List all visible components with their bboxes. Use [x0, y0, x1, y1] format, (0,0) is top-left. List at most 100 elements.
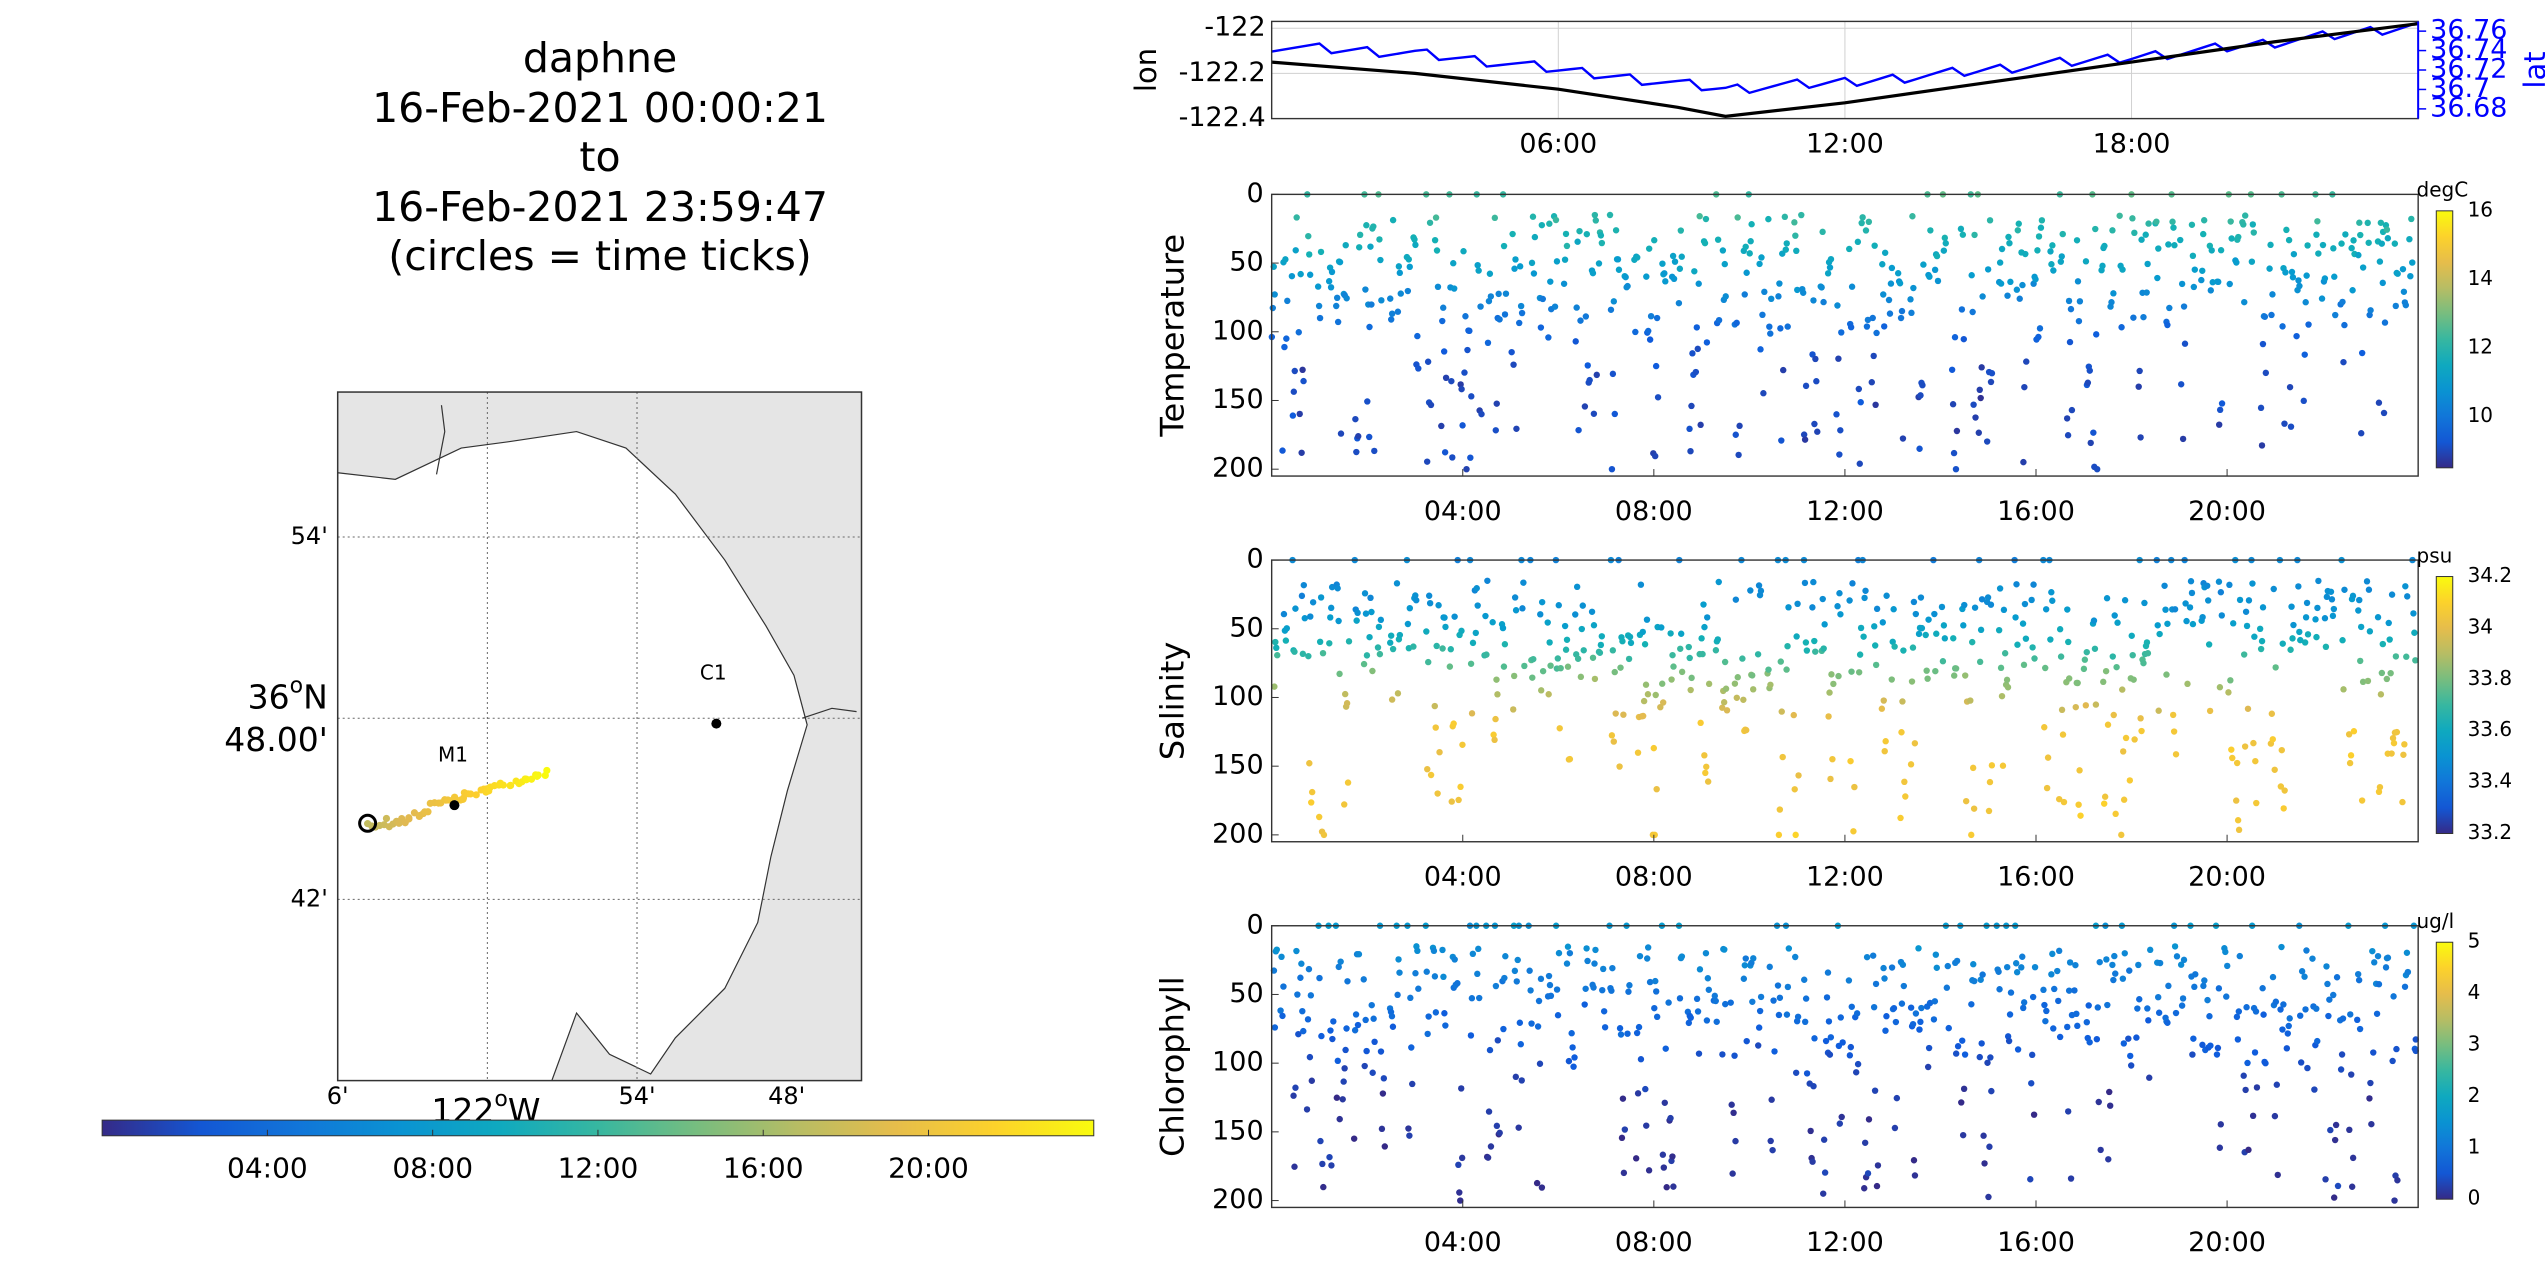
data-point [1362, 286, 1369, 293]
data-point [1476, 994, 1483, 1002]
data-point [1423, 628, 1430, 635]
data-point [2110, 290, 2117, 297]
data-point [2093, 465, 2101, 473]
data-point [1997, 664, 2005, 672]
data-point [2304, 1064, 2311, 1072]
title-connector: to [579, 133, 621, 181]
data-point [1912, 610, 1920, 618]
data-point [2199, 613, 2206, 621]
data-point [1793, 633, 1800, 640]
data-point [1427, 771, 1435, 779]
data-point [1545, 972, 1553, 980]
y-tick-label: 150 [1212, 384, 1264, 415]
data-point [1742, 955, 1749, 962]
data-point [2019, 953, 2026, 960]
data-point [2340, 358, 2347, 366]
data-point [1439, 317, 1446, 325]
data-point [1284, 297, 1291, 305]
data-point [2250, 739, 2257, 747]
data-point [2074, 278, 2082, 285]
data-point [2043, 784, 2051, 792]
data-point [1941, 234, 1949, 242]
data-point [1857, 624, 1865, 632]
data-point [1792, 232, 1799, 239]
data-point [1968, 831, 1975, 839]
data-point [2169, 218, 2176, 225]
data-point [1560, 280, 1568, 287]
data-point [1712, 997, 1719, 1005]
data-point [1868, 379, 1875, 386]
data-point [2041, 1001, 2048, 1009]
data-point [2253, 1084, 2261, 1091]
data-point [1388, 1013, 1396, 1020]
data-point [1834, 302, 1841, 309]
data-point [1527, 987, 1534, 994]
data-point [2356, 219, 2363, 226]
data-point [1677, 630, 1685, 637]
data-point [2144, 260, 2151, 268]
data-point [2314, 604, 2321, 612]
data-point [1644, 691, 1652, 698]
data-point [1502, 953, 1509, 960]
data-point [2338, 240, 2345, 247]
data-point [1897, 814, 1904, 822]
data-point [1500, 1025, 1507, 1033]
data-point [1473, 585, 1480, 592]
data-point [2019, 620, 2027, 627]
data-point [1916, 445, 1923, 452]
data-point [2301, 639, 2309, 646]
data-point [1820, 645, 1827, 652]
data-point [2190, 283, 2198, 291]
data-point [1291, 648, 1298, 655]
map-frame [336, 391, 863, 1082]
data-point [1881, 249, 1889, 256]
title-end-time: 16-Feb-2021 23:59:47 [372, 182, 828, 231]
data-point [1861, 1185, 1868, 1192]
data-point [1328, 604, 1335, 612]
data-point [1447, 646, 1454, 653]
data-point [1468, 995, 1476, 1002]
data-point [1872, 980, 1880, 988]
data-point [1510, 672, 1518, 680]
data-point [1969, 638, 1976, 646]
y-tick-label: 50 [1229, 978, 1263, 1009]
data-point [1659, 680, 1666, 687]
data-point [1612, 710, 1619, 717]
data-point [1551, 303, 1559, 310]
data-point [1315, 302, 1323, 310]
data-point [1735, 451, 1742, 459]
data-point [2370, 1049, 2377, 1056]
data-point [1669, 1153, 1676, 1160]
data-point [2297, 636, 2304, 644]
data-point [2215, 278, 2222, 286]
data-point [1513, 978, 1520, 985]
data-point [1790, 711, 1797, 719]
data-point [1727, 999, 1734, 1006]
figure-title: daphne 16-Feb-2021 00:00:21 to 16-Feb-20… [300, 34, 900, 282]
data-point [1320, 1183, 1327, 1191]
data-point [2339, 298, 2346, 306]
data-point [2103, 595, 2111, 602]
data-point [1943, 984, 1951, 991]
data-point [1494, 1037, 1502, 1044]
data-point [1577, 317, 1584, 324]
data-point [2350, 237, 2357, 244]
data-point [2341, 321, 2348, 329]
data-point [1878, 705, 1886, 712]
data-point [1909, 644, 1917, 651]
data-point [2030, 581, 2037, 588]
data-point [1731, 680, 1739, 687]
data-point [1869, 314, 1876, 322]
map-inlet [802, 707, 857, 719]
data-point [2177, 236, 2184, 244]
data-point [2349, 1154, 2357, 1162]
data-point [1450, 720, 1457, 727]
data-point [2302, 614, 2310, 621]
data-point [1900, 647, 1907, 654]
data-point [1454, 980, 1461, 987]
map-bay-water [337, 430, 808, 1081]
data-point [1485, 1108, 1493, 1115]
data-point [1825, 1018, 1833, 1025]
data-point [1606, 211, 1614, 219]
colorbar-tick-label: 33.4 [2468, 769, 2513, 793]
